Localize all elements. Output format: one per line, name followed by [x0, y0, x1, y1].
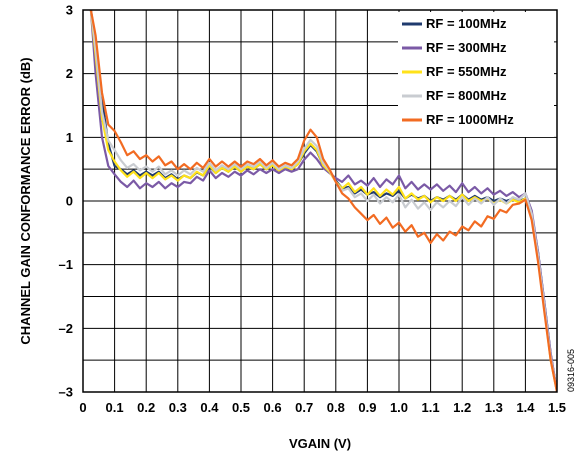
legend-label: RF = 550MHz — [426, 64, 507, 79]
y-tick-label: 2 — [66, 66, 73, 81]
x-axis-title: VGAIN (V) — [289, 436, 351, 451]
x-tick-label: 1.3 — [485, 400, 503, 415]
series-line — [89, 10, 557, 392]
legend-label: RF = 1000MHz — [426, 112, 514, 127]
legend-label: RF = 300MHz — [426, 40, 507, 55]
x-tick-label: 0.4 — [200, 400, 219, 415]
x-tick-label: 0.7 — [295, 400, 313, 415]
x-tick-label: 1.0 — [390, 400, 408, 415]
y-tick-labels: 3 2 1 0 –1 –2 –3 — [59, 3, 73, 400]
y-tick-label: 0 — [66, 194, 73, 209]
legend-label: RF = 100MHz — [426, 16, 507, 31]
y-tick-label: 3 — [66, 3, 73, 18]
x-tick-label: 0.8 — [327, 400, 345, 415]
x-tick-label: 0.1 — [106, 400, 124, 415]
legend-label: RF = 800MHz — [426, 88, 507, 103]
x-tick-label: 0.2 — [137, 400, 155, 415]
x-tick-label: 0.3 — [169, 400, 187, 415]
x-tick-label: 1.2 — [453, 400, 471, 415]
y-tick-label: –3 — [59, 385, 73, 400]
x-tick-label: 1.1 — [422, 400, 440, 415]
x-tick-labels: 0 0.1 0.2 0.3 0.4 0.5 0.6 0.7 0.8 0.9 1.0 1.1 1.2 1.3… — [79, 400, 566, 415]
y-tick-label: –2 — [59, 321, 73, 336]
figure-id: 09316-005 — [566, 349, 576, 392]
x-tick-label: 0 — [79, 400, 86, 415]
x-tick-label: 1.4 — [516, 400, 535, 415]
series-line — [89, 10, 557, 392]
y-axis-title: CHANNEL GAIN CONFORMANCE ERROR (dB) — [18, 57, 33, 344]
legend: RF = 100MHz RF = 300MHz RF = 550MHz RF = 80… — [398, 12, 554, 137]
series-line — [89, 10, 557, 392]
x-tick-label: 0.9 — [358, 400, 376, 415]
series-line — [89, 10, 557, 392]
x-tick-label: 0.5 — [232, 400, 250, 415]
y-tick-label: 1 — [66, 130, 73, 145]
series-layer — [89, 10, 557, 392]
y-tick-label: –1 — [59, 257, 73, 272]
legend-box — [398, 12, 554, 137]
x-tick-label: 0.6 — [264, 400, 282, 415]
x-tick-label: 1.5 — [548, 400, 566, 415]
plot-frame — [82, 9, 558, 393]
